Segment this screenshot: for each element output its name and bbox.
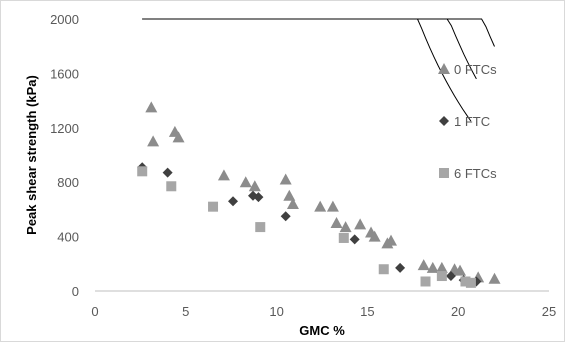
x-tick-label: 5 bbox=[182, 304, 189, 319]
x-tick-label: 0 bbox=[91, 304, 98, 319]
data-point bbox=[395, 262, 406, 273]
y-tick-label: 800 bbox=[57, 175, 79, 190]
data-point bbox=[279, 173, 292, 185]
trend-line bbox=[142, 18, 477, 80]
data-point bbox=[339, 221, 352, 233]
data-point bbox=[338, 232, 349, 243]
data-point bbox=[326, 200, 339, 212]
data-point bbox=[354, 218, 367, 230]
y-tick-label: 400 bbox=[57, 230, 79, 245]
data-point bbox=[314, 200, 327, 212]
data-point bbox=[435, 261, 448, 273]
data-point bbox=[248, 180, 261, 192]
data-points bbox=[137, 101, 501, 288]
x-tick-label: 25 bbox=[542, 304, 556, 319]
data-point bbox=[436, 271, 447, 282]
legend-label: 1 FTC bbox=[454, 114, 490, 129]
data-point bbox=[162, 167, 173, 178]
data-point bbox=[426, 261, 439, 273]
legend-label: 6 FTCs bbox=[454, 166, 497, 181]
data-point bbox=[280, 211, 291, 222]
data-point bbox=[378, 264, 389, 275]
data-point bbox=[217, 169, 230, 181]
data-point bbox=[253, 192, 264, 203]
data-point bbox=[145, 101, 158, 113]
data-point bbox=[283, 189, 296, 201]
legend-label: 0 FTCs bbox=[454, 62, 497, 77]
trend-lines bbox=[142, 18, 495, 122]
data-point bbox=[147, 135, 160, 147]
data-point bbox=[228, 196, 239, 207]
data-point bbox=[488, 272, 501, 284]
data-point bbox=[454, 264, 467, 276]
trend-line bbox=[149, 18, 495, 47]
data-point bbox=[208, 201, 219, 212]
data-point bbox=[445, 271, 456, 282]
legend-marker bbox=[439, 116, 449, 126]
data-point bbox=[330, 217, 343, 228]
data-point bbox=[137, 166, 148, 177]
data-point bbox=[417, 259, 430, 271]
data-point bbox=[385, 234, 398, 246]
y-tick-label: 1200 bbox=[50, 121, 79, 136]
trend-line bbox=[142, 18, 472, 122]
legend: 0 FTCs 1 FTC 6 FTCs bbox=[438, 62, 497, 181]
data-point bbox=[286, 197, 299, 209]
y-axis-title: Peak shear strength (kPa) bbox=[24, 75, 39, 235]
legend-marker bbox=[438, 63, 450, 74]
data-point bbox=[349, 234, 360, 245]
x-axis-title: GMC % bbox=[299, 323, 345, 338]
x-tick-label: 10 bbox=[269, 304, 283, 319]
data-point bbox=[166, 181, 177, 192]
y-tick-label: 2000 bbox=[50, 12, 79, 27]
legend-marker bbox=[439, 168, 449, 178]
y-tick-label: 1600 bbox=[50, 66, 79, 81]
x-tick-label: 20 bbox=[451, 304, 465, 319]
data-point bbox=[239, 176, 252, 188]
y-tick-label: 0 bbox=[72, 284, 79, 299]
data-point bbox=[172, 131, 185, 143]
data-point bbox=[460, 276, 471, 287]
data-point bbox=[255, 222, 266, 233]
data-point bbox=[368, 230, 381, 242]
x-tick-label: 15 bbox=[360, 304, 374, 319]
axes: 0 5 10 15 20 25 0 400 800 1200 1600 2000 bbox=[50, 12, 556, 319]
data-point bbox=[420, 276, 431, 287]
data-point bbox=[465, 277, 476, 288]
